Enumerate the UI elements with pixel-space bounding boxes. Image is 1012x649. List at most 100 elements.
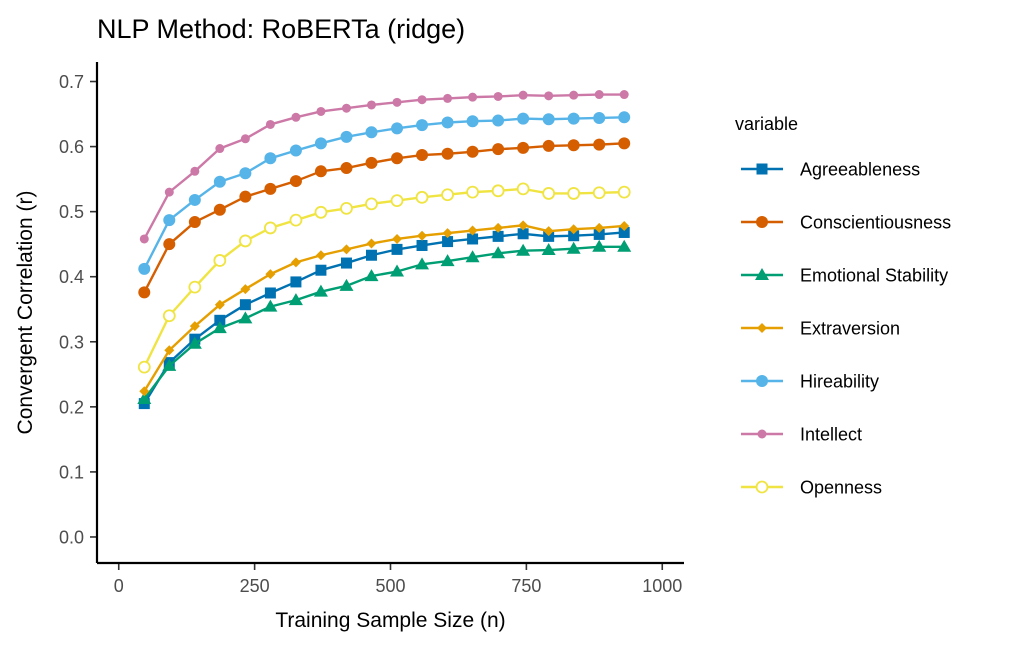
data-point-hireability — [618, 111, 631, 124]
data-point-intellect — [518, 90, 528, 100]
x-tick-label: 750 — [511, 576, 541, 596]
data-point-agreeableness — [365, 249, 377, 261]
legend-marker — [755, 480, 769, 494]
data-point-agreeableness — [618, 226, 630, 238]
data-point-intellect — [468, 92, 478, 102]
data-point-openness — [542, 187, 556, 200]
data-point-intellect — [265, 119, 275, 129]
series-intellect — [139, 90, 629, 244]
data-point-conscientiousness — [517, 141, 530, 154]
data-point-intellect — [215, 144, 225, 154]
legend-marker — [757, 429, 767, 439]
data-point-extraversion — [543, 226, 554, 237]
series-line-emotional-stability — [143, 245, 625, 400]
data-point-intellect — [164, 187, 174, 197]
series-line-conscientiousness — [143, 142, 625, 293]
data-point-emotional-stability — [592, 239, 607, 252]
x-axis-title: Training Sample Size (n) — [275, 609, 505, 632]
data-point-extraversion — [467, 225, 478, 236]
series-layer — [137, 90, 632, 410]
data-point-intellect — [619, 90, 629, 100]
data-point-extraversion — [594, 222, 605, 233]
data-point-agreeableness — [340, 257, 352, 269]
data-point-openness — [390, 194, 404, 207]
legend-item-extraversion: Extraversion — [741, 319, 900, 339]
y-axis-title: Convergent Correlation (r) — [14, 191, 37, 435]
data-point-emotional-stability — [566, 241, 581, 254]
data-point-openness — [491, 184, 505, 198]
data-point-hireability — [542, 113, 555, 126]
data-point-hireability — [213, 175, 226, 188]
data-point-conscientiousness — [365, 156, 378, 169]
legend-item-openness: Openness — [741, 478, 882, 498]
data-point-openness — [213, 254, 227, 267]
data-point-conscientiousness — [441, 147, 454, 160]
data-point-intellect — [139, 234, 149, 244]
data-point-extraversion — [341, 244, 352, 255]
legend-marker — [756, 163, 768, 175]
data-point-agreeableness — [315, 264, 327, 276]
data-point-emotional-stability — [263, 299, 278, 312]
legend-label: Intellect — [800, 425, 862, 445]
data-point-conscientiousness — [264, 182, 277, 195]
legend-label: Extraversion — [800, 319, 900, 339]
data-point-emotional-stability — [516, 243, 531, 256]
legend-marker — [755, 268, 769, 280]
data-point-emotional-stability — [288, 293, 303, 306]
series-emotional-stability — [137, 239, 632, 405]
y-axis-ticks: 0.0 0.1 0.2 0.3 0.4 0.5 0.6 0.7 — [59, 72, 97, 547]
data-point-conscientiousness — [289, 175, 302, 188]
data-point-hireability — [365, 126, 378, 139]
data-point-openness — [617, 185, 631, 199]
data-point-agreeableness — [214, 314, 226, 326]
data-point-openness — [162, 309, 176, 323]
data-point-emotional-stability — [541, 243, 556, 256]
data-point-openness — [516, 182, 530, 196]
data-point-intellect — [341, 103, 351, 113]
data-point-openness — [263, 221, 277, 235]
legend-marker — [757, 323, 767, 333]
data-point-emotional-stability — [339, 278, 354, 291]
data-point-emotional-stability — [364, 269, 379, 282]
data-point-extraversion — [518, 220, 529, 231]
data-point-conscientiousness — [416, 149, 429, 162]
data-point-extraversion — [417, 230, 428, 241]
data-point-conscientiousness — [567, 139, 580, 152]
data-point-conscientiousness — [466, 145, 479, 158]
data-point-openness — [314, 205, 328, 219]
y-tick-label: 0.0 — [59, 527, 84, 547]
legend: variable Agreeableness Conscientiousness E… — [735, 114, 951, 498]
series-line-openness — [143, 187, 625, 368]
data-point-openness — [592, 186, 606, 200]
data-point-intellect — [291, 112, 301, 122]
data-point-intellect — [493, 91, 503, 101]
data-point-openness — [137, 360, 151, 374]
series-agreeableness — [138, 226, 630, 410]
y-tick-label: 0.4 — [59, 267, 84, 287]
data-point-conscientiousness — [618, 137, 631, 150]
legend-label: Conscientiousness — [800, 213, 951, 233]
data-point-hireability — [138, 262, 151, 275]
data-point-openness — [238, 234, 252, 248]
legend-label: Emotional Stability — [800, 266, 948, 286]
y-tick-label: 0.3 — [59, 332, 84, 352]
data-point-hireability — [391, 122, 404, 135]
data-point-extraversion — [265, 269, 276, 280]
data-point-extraversion — [568, 224, 579, 235]
data-point-emotional-stability — [440, 254, 455, 267]
y-tick-label: 0.5 — [59, 202, 84, 222]
data-point-extraversion — [315, 250, 326, 261]
data-point-hireability — [264, 152, 277, 165]
data-point-hireability — [441, 116, 454, 129]
data-point-agreeableness — [264, 287, 276, 299]
data-point-emotional-stability — [212, 321, 227, 334]
data-point-conscientiousness — [188, 216, 201, 229]
x-tick-label: 500 — [375, 576, 405, 596]
data-point-conscientiousness — [340, 162, 353, 175]
data-point-hireability — [163, 214, 176, 227]
data-point-hireability — [517, 112, 530, 125]
y-tick-label: 0.6 — [59, 137, 84, 157]
data-point-emotional-stability — [187, 336, 202, 349]
data-point-hireability — [492, 114, 505, 127]
